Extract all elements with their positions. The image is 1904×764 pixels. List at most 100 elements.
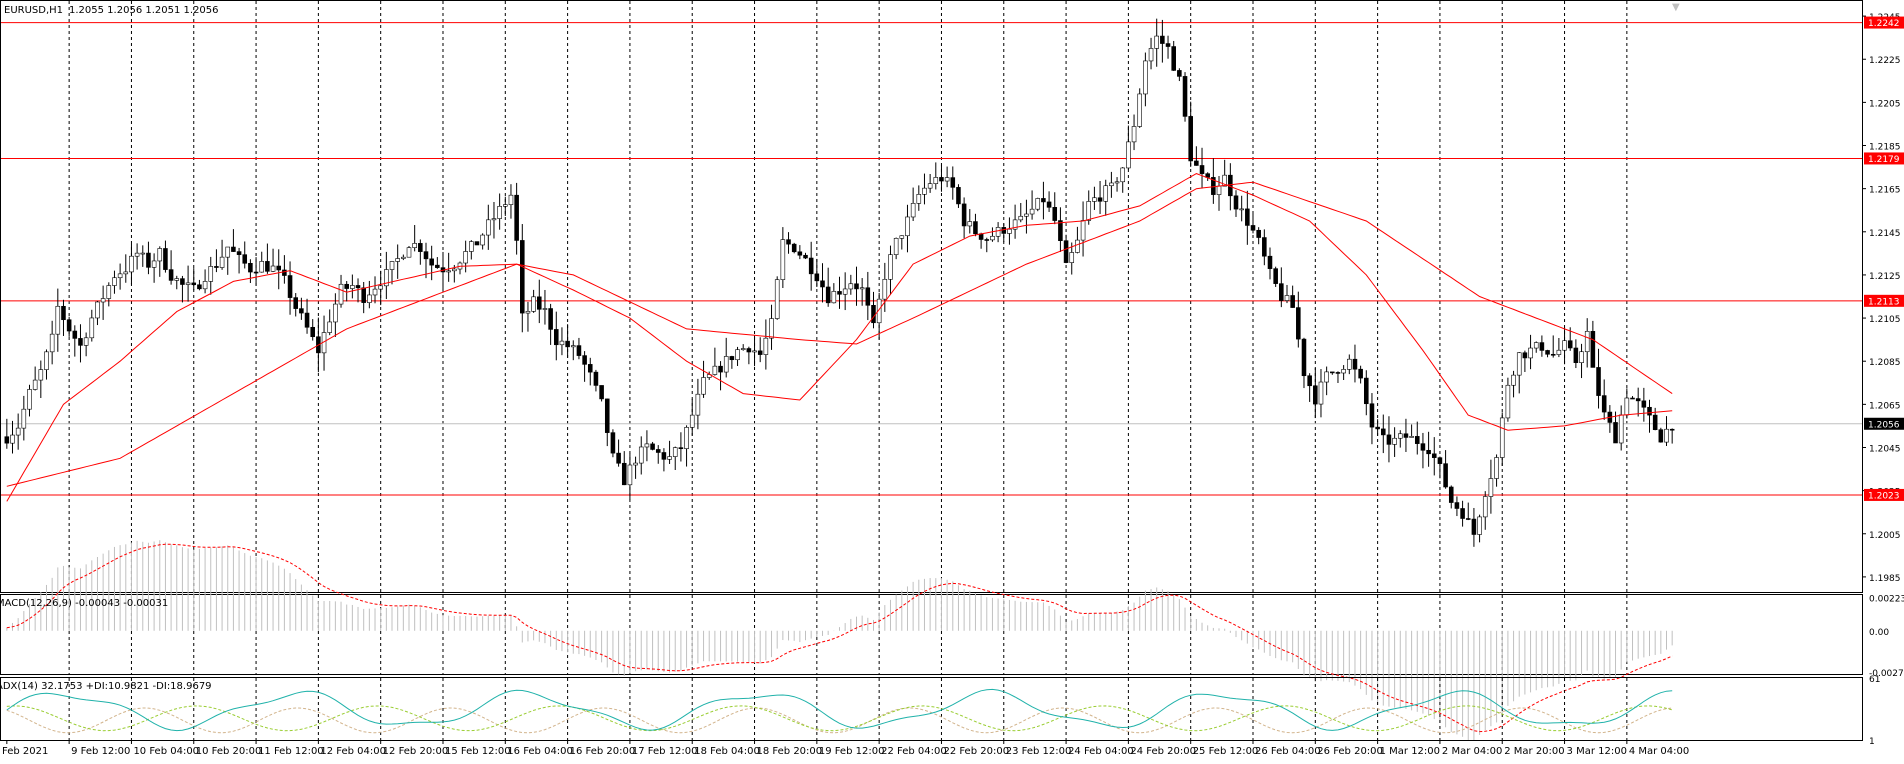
candle <box>106 282 112 307</box>
candle <box>1511 370 1516 398</box>
candle <box>423 242 429 279</box>
candle <box>350 274 355 299</box>
candle <box>1279 267 1284 308</box>
time-label: 9 Feb 12:00 <box>71 746 130 757</box>
candle <box>655 445 661 464</box>
candle <box>1143 52 1148 107</box>
candle <box>265 243 270 274</box>
candle <box>435 257 440 269</box>
candle <box>1245 190 1250 245</box>
time-label: 25 Feb 12:00 <box>1193 746 1259 757</box>
candle <box>1154 18 1159 67</box>
candle <box>752 335 757 367</box>
candle <box>1364 370 1369 416</box>
candle <box>1420 432 1426 469</box>
candle <box>259 251 265 273</box>
candle <box>1341 365 1346 381</box>
horizontal-levels[interactable] <box>1 22 1862 496</box>
candle <box>763 319 769 370</box>
candle <box>242 241 248 269</box>
candle <box>486 204 491 250</box>
time-label: 19 Feb 12:00 <box>819 746 885 757</box>
price-tick-label: 1.2005 <box>1869 531 1901 541</box>
price-tick-label: 1.2065 <box>1869 401 1901 411</box>
candle <box>774 276 780 320</box>
candle <box>910 187 916 221</box>
candle <box>474 241 480 246</box>
candle <box>995 222 1001 243</box>
adx-tick-label: 61 <box>1869 675 1880 685</box>
candle <box>72 325 78 357</box>
candle <box>1443 450 1448 489</box>
candle <box>1001 223 1007 242</box>
candle <box>695 378 701 430</box>
time-label: 1 Mar 12:00 <box>1380 746 1440 757</box>
scroll-marker-icon[interactable]: ▼ <box>1672 2 1680 13</box>
level-tag <box>1864 16 1904 29</box>
candle <box>876 292 882 340</box>
candle <box>299 297 304 320</box>
candle <box>973 213 978 237</box>
macd-label: MACD(12,26,9) -0.00043 -0.00031 <box>0 598 168 609</box>
candle <box>140 245 146 267</box>
candle <box>1652 407 1658 431</box>
candle <box>729 355 735 369</box>
main-panel-border <box>0 0 1863 593</box>
candle <box>123 254 129 283</box>
macd-panel-border <box>0 594 1863 675</box>
candle <box>253 257 259 286</box>
time-label: 23 Feb 12:00 <box>1006 746 1072 757</box>
macd-histogram <box>6 540 1673 742</box>
level-tag <box>1864 152 1904 165</box>
candle <box>1052 192 1058 225</box>
candle <box>520 224 525 333</box>
moving-average-slow <box>6 181 1673 487</box>
candle <box>1233 190 1239 217</box>
candle <box>117 263 123 290</box>
candle <box>1041 181 1046 220</box>
candle <box>984 237 990 253</box>
main-price-panel[interactable]: EURUSD,H1 1.2055 1.2056 1.2051 1.2056 ▼ <box>0 0 1863 593</box>
candle <box>231 229 236 252</box>
candle <box>1618 405 1624 451</box>
candle <box>1273 266 1278 287</box>
time-label: 10 Feb 20:00 <box>196 746 262 757</box>
candle <box>1613 411 1618 444</box>
candle <box>83 332 89 357</box>
candle <box>1284 284 1290 304</box>
level-tag <box>1864 294 1904 307</box>
candle <box>1126 125 1131 170</box>
candle <box>514 182 519 255</box>
candle <box>616 439 621 467</box>
candle <box>599 385 604 402</box>
candle <box>276 249 282 290</box>
candle <box>418 239 423 265</box>
candle <box>916 185 922 211</box>
candle <box>372 276 378 304</box>
candle <box>888 245 893 295</box>
candle <box>944 166 950 188</box>
candle <box>1528 334 1533 370</box>
candle <box>1590 320 1596 368</box>
time-label: 12 Feb 04:00 <box>320 746 386 757</box>
candle <box>55 288 61 352</box>
candle <box>1330 371 1335 375</box>
candle <box>570 340 576 361</box>
candle <box>1431 437 1437 476</box>
candle <box>803 252 808 260</box>
adx-axis: 61 1 <box>1869 675 1880 747</box>
candle <box>1069 242 1075 275</box>
candle <box>1250 211 1256 234</box>
level-tag-label: 1.2023 <box>1868 491 1900 501</box>
candle <box>871 291 876 329</box>
adx-panel[interactable]: ADX(14) 32.1753 +DI:10.9821 -DI:18.9679 <box>0 677 1863 741</box>
candle <box>1313 368 1318 419</box>
time-label: 24 Feb 20:00 <box>1130 746 1196 757</box>
time-label: 26 Feb 04:00 <box>1255 746 1321 757</box>
candle <box>525 301 531 332</box>
candle <box>95 300 100 326</box>
candle <box>537 279 542 324</box>
